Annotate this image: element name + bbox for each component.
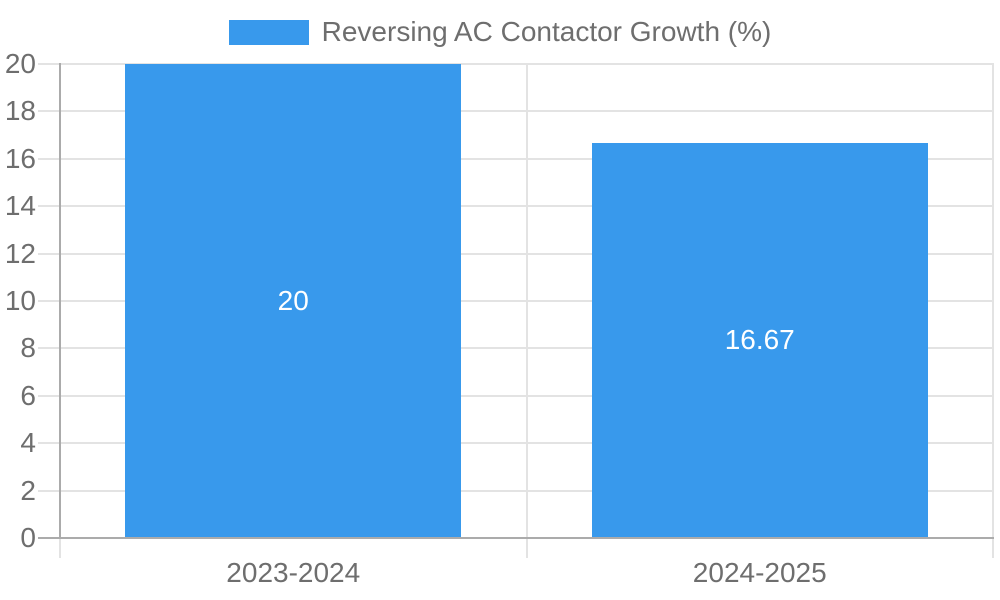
y-axis-tick (38, 110, 60, 113)
y-axis-tick (38, 157, 60, 160)
x-axis-tick (992, 538, 994, 558)
bar-value-label: 20 (277, 285, 309, 316)
y-axis-tick (38, 489, 60, 492)
legend-swatch-icon (228, 19, 309, 45)
legend-label: Reversing AC Contactor Growth (%) (321, 16, 772, 47)
y-axis-line (59, 63, 61, 538)
x-axis-line (38, 537, 994, 539)
legend-item[interactable]: Reversing AC Contactor Growth (%) (228, 15, 772, 49)
y-axis-tick (38, 205, 60, 208)
x-tick-label: 2024-2025 (692, 557, 827, 588)
y-tick-label: 0 (20, 522, 36, 553)
y-tick-label: 8 (20, 332, 36, 364)
y-tick-label: 18 (4, 95, 36, 127)
x-gridline (525, 63, 528, 538)
legend: Reversing AC Contactor Growth (%) (0, 14, 1000, 50)
y-axis-tick (38, 252, 60, 255)
y-tick-label: 10 (4, 285, 36, 316)
y-tick-label: 6 (20, 379, 36, 411)
x-gridline (992, 63, 994, 538)
x-axis-tick (59, 538, 61, 558)
y-tick-label: 16 (4, 142, 36, 174)
bar[interactable] (125, 64, 462, 538)
x-tick-label: 2023-2024 (226, 557, 361, 588)
y-axis-tick (38, 442, 60, 445)
y-axis-tick (38, 347, 60, 350)
y-tick-label: 2 (20, 474, 36, 506)
y-axis-tick (38, 300, 60, 302)
y-tick-label: 14 (4, 190, 36, 222)
y-tick-label: 20 (4, 48, 36, 79)
bar-value-label: 16.67 (724, 324, 795, 356)
y-tick-label: 4 (20, 427, 36, 459)
x-axis-tick (525, 538, 528, 558)
y-tick-label: 12 (4, 237, 36, 269)
y-axis-tick (38, 394, 60, 397)
bar[interactable] (591, 142, 928, 538)
y-axis-tick (38, 63, 60, 65)
